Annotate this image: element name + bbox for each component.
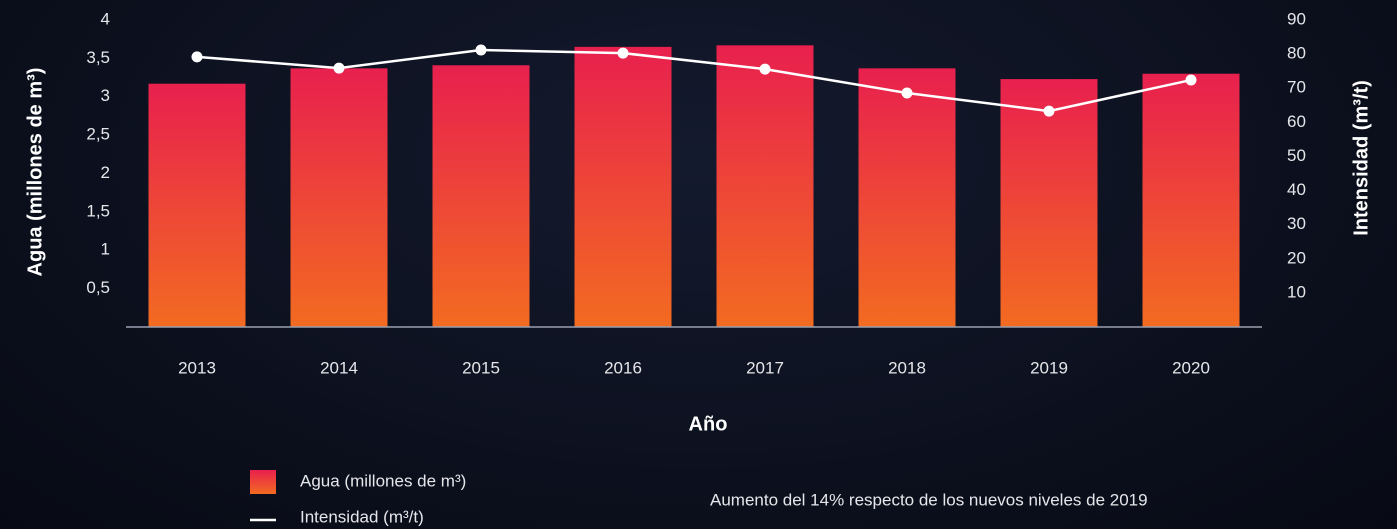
line-point	[759, 63, 771, 75]
y-tick-label: 3	[101, 86, 110, 105]
y2-tick-label: 30	[1287, 214, 1306, 233]
y2-tick-label: 90	[1287, 9, 1306, 28]
y2-tick-label: 60	[1287, 112, 1306, 131]
y2-axis-title: Intensidad (m³/t)	[1350, 80, 1372, 236]
bar	[858, 68, 956, 327]
y-tick-label: 0,5	[86, 278, 110, 297]
y2-tick-label: 80	[1287, 44, 1306, 63]
x-tick-label: 2016	[604, 358, 642, 377]
bar	[574, 46, 672, 328]
x-tick-label: 2015	[462, 358, 500, 377]
y2-tick-label: 50	[1287, 146, 1306, 165]
line-point	[333, 62, 345, 74]
y2-tick-label: 20	[1287, 248, 1306, 267]
y2-tick-label: 70	[1287, 78, 1306, 97]
y-tick-label: 1,5	[86, 201, 110, 220]
line-point	[901, 87, 913, 99]
line-point	[1185, 74, 1197, 86]
bar	[716, 45, 814, 327]
annotation: Aumento del 14% respecto de los nuevos n…	[710, 490, 1148, 509]
line-point	[617, 47, 629, 59]
y-tick-label: 1	[101, 240, 110, 259]
y-tick-label: 4	[101, 9, 110, 28]
line-point	[191, 51, 203, 63]
bar	[1000, 79, 1098, 327]
y-tick-label: 2	[101, 163, 110, 182]
bar	[290, 68, 388, 327]
y-tick-label: 2,5	[86, 125, 110, 144]
x-tick-label: 2018	[888, 358, 926, 377]
bar	[432, 65, 530, 327]
line-point	[1043, 105, 1055, 117]
legend-label: Intensidad (m³/t)	[300, 507, 424, 526]
x-tick-label: 2014	[320, 358, 358, 377]
x-tick-label: 2017	[746, 358, 784, 377]
line	[196, 48, 1192, 113]
x-tick-label: 2020	[1172, 358, 1210, 377]
bar	[148, 83, 246, 327]
x-tick-label: 2019	[1030, 358, 1068, 377]
y2-tick-label: 40	[1287, 180, 1306, 199]
y-axis-title: Agua (millones de m³)	[24, 68, 46, 277]
y2-tick-label: 10	[1287, 282, 1306, 301]
legend-label: Agua (millones de m³)	[300, 471, 466, 490]
x-tick-label: 2013	[178, 358, 216, 377]
line-point	[475, 44, 487, 56]
bar	[1142, 73, 1240, 327]
y-tick-label: 3,5	[86, 48, 110, 67]
x-axis-title: Año	[689, 413, 728, 435]
legend-swatch-bar	[250, 470, 276, 494]
